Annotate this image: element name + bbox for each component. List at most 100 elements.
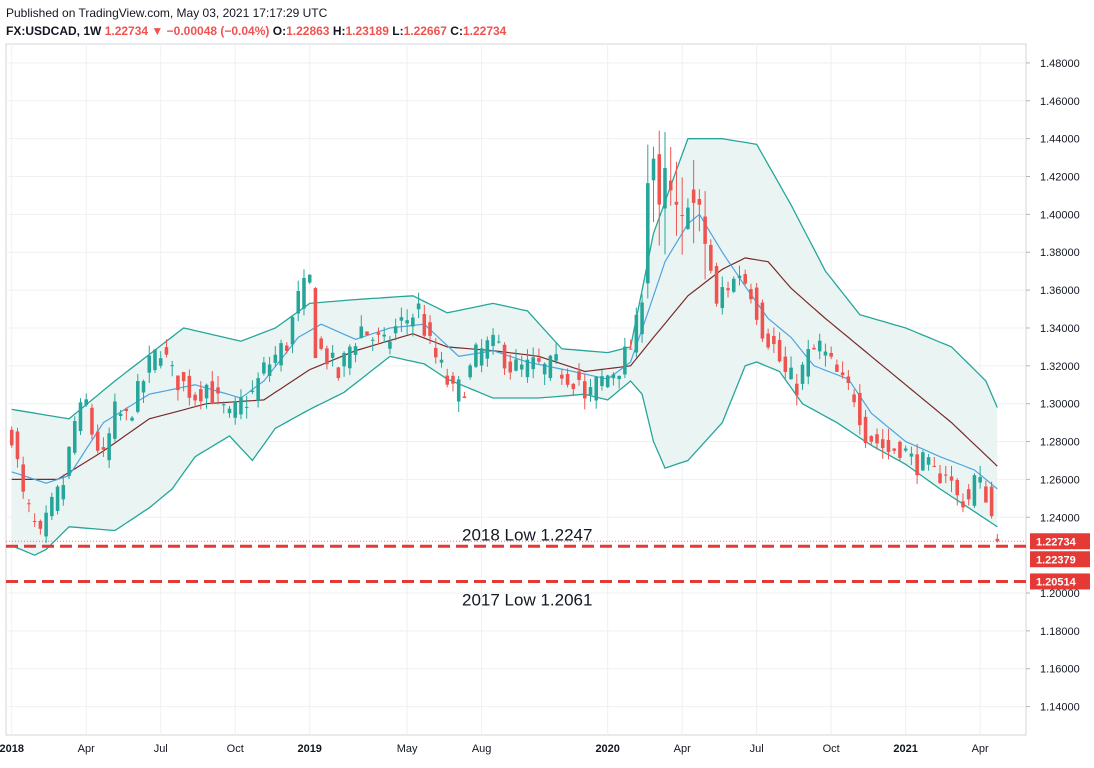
candle-body — [405, 320, 409, 324]
y-tick-label: 1.28000 — [1040, 437, 1080, 449]
y-tick-label: 1.36000 — [1040, 285, 1080, 297]
candle-body — [508, 361, 513, 373]
candle-body — [468, 365, 472, 378]
candle-body — [181, 372, 186, 382]
candle-body — [663, 168, 667, 209]
candle-body — [32, 521, 37, 523]
candle-body — [27, 503, 31, 505]
candle-body — [909, 453, 914, 457]
candle-body — [795, 383, 799, 396]
candle-body — [307, 274, 312, 283]
candles — [9, 130, 1000, 543]
candle-body — [90, 407, 94, 435]
candle-body — [244, 406, 249, 408]
candle-body — [709, 244, 713, 271]
candle-body — [9, 429, 14, 446]
candle-body — [50, 496, 54, 517]
candle-body — [995, 538, 1000, 542]
candle-body — [726, 288, 730, 291]
candle-body — [835, 364, 839, 372]
y-tick-label: 1.26000 — [1040, 474, 1080, 486]
candle-body — [519, 364, 524, 370]
candle-body — [714, 266, 719, 304]
candle-body — [416, 303, 421, 310]
candle-body — [571, 383, 576, 389]
candle-body — [846, 376, 851, 384]
low-value: 1.22667 — [403, 24, 447, 38]
y-tick-label: 1.42000 — [1040, 172, 1080, 184]
open-label: O: — [272, 24, 287, 38]
candle-body — [955, 479, 960, 496]
x-tick-label: 2019 — [297, 743, 321, 755]
x-tick-label: Jul — [154, 743, 168, 755]
candle-body — [823, 351, 828, 356]
candle-body — [668, 180, 673, 191]
candle-body — [880, 439, 885, 449]
candle-body — [84, 399, 89, 406]
candle-body — [136, 381, 140, 412]
level-tag — [1030, 551, 1090, 568]
candle-body — [961, 501, 965, 508]
close-value: 1.22734 — [462, 24, 507, 38]
candle-body — [95, 431, 100, 451]
candle-body — [731, 278, 736, 292]
candle-body — [840, 372, 845, 376]
axes: 1.48000 1.46000 1.44000 1.42000 1.40000 1.380… — [0, 58, 1080, 755]
support-levels: 1.22734 1.22379 2018 Low 1.2247 1.20514 2017… — [6, 525, 1090, 609]
candle-body — [433, 347, 438, 358]
candle-body — [886, 440, 891, 453]
candle-body — [382, 334, 386, 337]
candle-body — [141, 381, 146, 393]
candle-body — [875, 434, 879, 444]
candle-body — [267, 364, 272, 376]
candle-body — [634, 314, 639, 353]
y-tick-label: 1.14000 — [1040, 702, 1080, 714]
candle-body — [376, 332, 381, 335]
x-tick-label: Jul — [750, 743, 764, 755]
candle-body — [107, 433, 111, 461]
candle-body — [439, 359, 444, 363]
candle-body — [605, 375, 610, 388]
candle-body — [445, 375, 450, 385]
candle-body — [147, 355, 152, 373]
candle-body — [674, 201, 679, 205]
candle-body — [250, 390, 255, 392]
candle-body — [783, 356, 788, 373]
last-price-tag — [1030, 533, 1090, 550]
candle-body — [497, 341, 501, 343]
candle-body — [863, 416, 868, 444]
lower-band-line — [11, 355, 998, 556]
y-tick-label: 1.40000 — [1040, 209, 1080, 221]
y-tick-label: 1.34000 — [1040, 323, 1080, 335]
y-tick-label: 1.38000 — [1040, 247, 1080, 259]
level-tag — [1030, 573, 1090, 590]
candle-body — [582, 381, 587, 399]
candle-body — [21, 464, 25, 492]
candle-body — [101, 447, 106, 450]
y-tick-label: 1.24000 — [1040, 512, 1080, 524]
candle-body — [560, 374, 564, 379]
candle-body — [588, 387, 593, 395]
x-tick-label: Oct — [227, 743, 244, 755]
candle-body — [806, 349, 811, 377]
candle-body — [296, 291, 301, 314]
candle-body — [617, 375, 621, 380]
candle-body — [766, 333, 770, 348]
candle-body — [611, 374, 616, 379]
candle-body — [548, 355, 553, 379]
candle-body — [938, 473, 942, 484]
candle-body — [691, 189, 696, 203]
candle-body — [577, 371, 581, 380]
candle-body — [485, 340, 490, 359]
last-price-tag-text: 1.22734 — [1036, 536, 1077, 548]
candle-body — [680, 215, 684, 217]
symbol-name: FX:USDCAD, 1W — [6, 24, 102, 38]
candle-body — [915, 454, 919, 476]
candle-body — [491, 334, 495, 346]
price-change: −0.00048 (−0.04%) — [166, 24, 270, 38]
candle-body — [932, 466, 937, 468]
y-tick-label: 1.18000 — [1040, 626, 1080, 638]
candle-body — [754, 287, 759, 320]
candle-body — [697, 198, 702, 205]
